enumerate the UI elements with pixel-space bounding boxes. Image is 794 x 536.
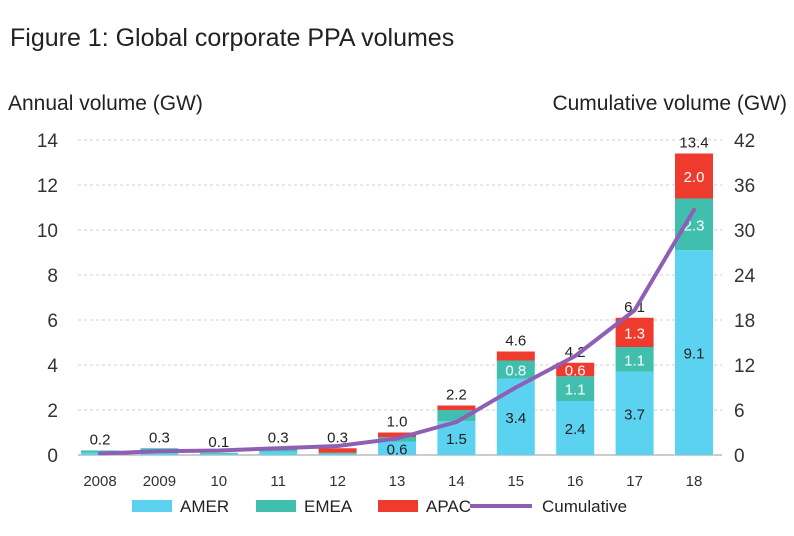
segment-label-apac: 2.0 [684,169,705,186]
total-label: 1.0 [387,414,408,431]
legend-swatch-apac [378,500,418,512]
bar-emea [675,198,713,251]
segment-label-apac: 1.3 [624,325,645,342]
y2-tick-label: 24 [734,266,756,287]
y-tick-label: 8 [47,266,58,287]
segment-label-amer: 9.1 [684,346,705,363]
y2-tick-label: 36 [734,176,755,197]
x-tick-label: 16 [567,473,584,490]
bar-apac [378,432,416,437]
y2-tick-label: 0 [734,446,745,467]
y-tick-label: 10 [37,221,58,242]
segment-label-amer: 3.4 [505,410,526,427]
y-tick-label: 4 [47,356,58,377]
cumulative-line-group [98,207,696,456]
legend-label: EMEA [304,497,353,516]
legend-label: APAC [426,497,471,516]
y2-tick-label: 18 [734,311,755,332]
bar-emea [259,449,298,452]
bar-emea [318,452,357,454]
bar-amer [259,451,298,455]
x-tick-label: 11 [270,473,286,490]
legend-label: AMER [180,497,229,516]
segment-label-amer: 2.4 [565,421,586,438]
total-label: 0.3 [268,429,289,446]
y-tick-label: 0 [47,446,58,467]
x-tick-label: 15 [507,473,524,490]
segment-label-amer: 3.7 [624,406,645,423]
x-tick-label: 18 [686,473,703,490]
total-label: 4.2 [565,344,586,361]
chart-title: Figure 1: Global corporate PPA volumes [10,24,454,52]
bar-emea [496,360,535,379]
legend-swatch-emea [256,500,296,512]
segment-label-amer: 0.6 [387,441,408,458]
bar-amer [615,371,654,455]
total-label: 4.6 [505,333,526,350]
bar-emea [199,452,238,454]
bar-apac [496,351,535,361]
total-label: 0.3 [327,429,348,446]
y2-tick-label: 42 [734,131,755,152]
right-axis-ticks: 0 6 12 18 24 30 36 42 [734,131,756,467]
total-label: 0.1 [208,434,229,451]
left-axis-title: Annual volume (GW) [8,92,203,115]
bar-emea [437,410,476,422]
total-label: 13.4 [679,135,708,152]
stacked-bars [81,153,713,455]
total-label: 0.2 [90,432,111,449]
bar-amer [199,453,238,455]
legend-swatch-amer [132,500,172,512]
y2-tick-label: 6 [734,401,745,422]
y-tick-label: 2 [47,401,58,422]
bar-apac [437,405,476,410]
y2-tick-label: 12 [734,356,755,377]
x-tick-label: 14 [448,473,465,490]
bar-amer [675,250,713,455]
x-tick-label: 2008 [83,473,116,490]
bar-amer [140,452,179,455]
segment-label-emea: 0.8 [505,363,526,380]
left-axis-ticks: 0 2 4 6 8 10 12 14 [37,131,59,467]
cumulative-line [98,207,696,456]
bar-apac [615,317,654,347]
right-axis-title: Cumulative volume (GW) [552,92,787,115]
bar-amer [556,401,595,455]
y2-tick-label: 30 [734,221,755,242]
y-tick-label: 6 [47,311,58,332]
bar-apac [556,362,595,377]
bar-amer [496,378,535,455]
x-tick-label: 10 [210,473,227,490]
y-tick-label: 14 [37,131,59,152]
legend: AMER EMEA APAC Cumulative [132,497,627,516]
segment-label-emea: 1.1 [565,382,586,399]
bar-emea [615,347,654,372]
gridlines [78,139,722,456]
bar-emea [556,376,595,401]
data-labels: 0.2 0.3 0.1 0.3 0.3 0.6 1.0 1.5 2.2 3.4 0.8 4.6 2.4 1… [90,135,709,459]
x-tick-label: 2009 [143,473,176,490]
bar-amer [318,453,357,455]
bar-apac [675,153,713,199]
total-label: 2.2 [446,387,467,404]
x-tick-label: 17 [626,473,643,490]
y-tick-label: 12 [37,176,58,197]
segment-label-apac: 0.6 [565,363,586,380]
legend-label: Cumulative [542,497,627,516]
segment-label-amer: 1.5 [446,431,467,448]
total-label: 0.3 [149,429,170,446]
segment-label-emea: 1.1 [624,352,645,369]
bar-amer [378,441,416,455]
category-axis: 2008 2009 10 11 12 13 14 15 16 17 18 [83,473,702,490]
x-tick-label: 13 [389,473,406,490]
bar-apac [318,448,357,453]
x-tick-label: 12 [329,473,346,490]
